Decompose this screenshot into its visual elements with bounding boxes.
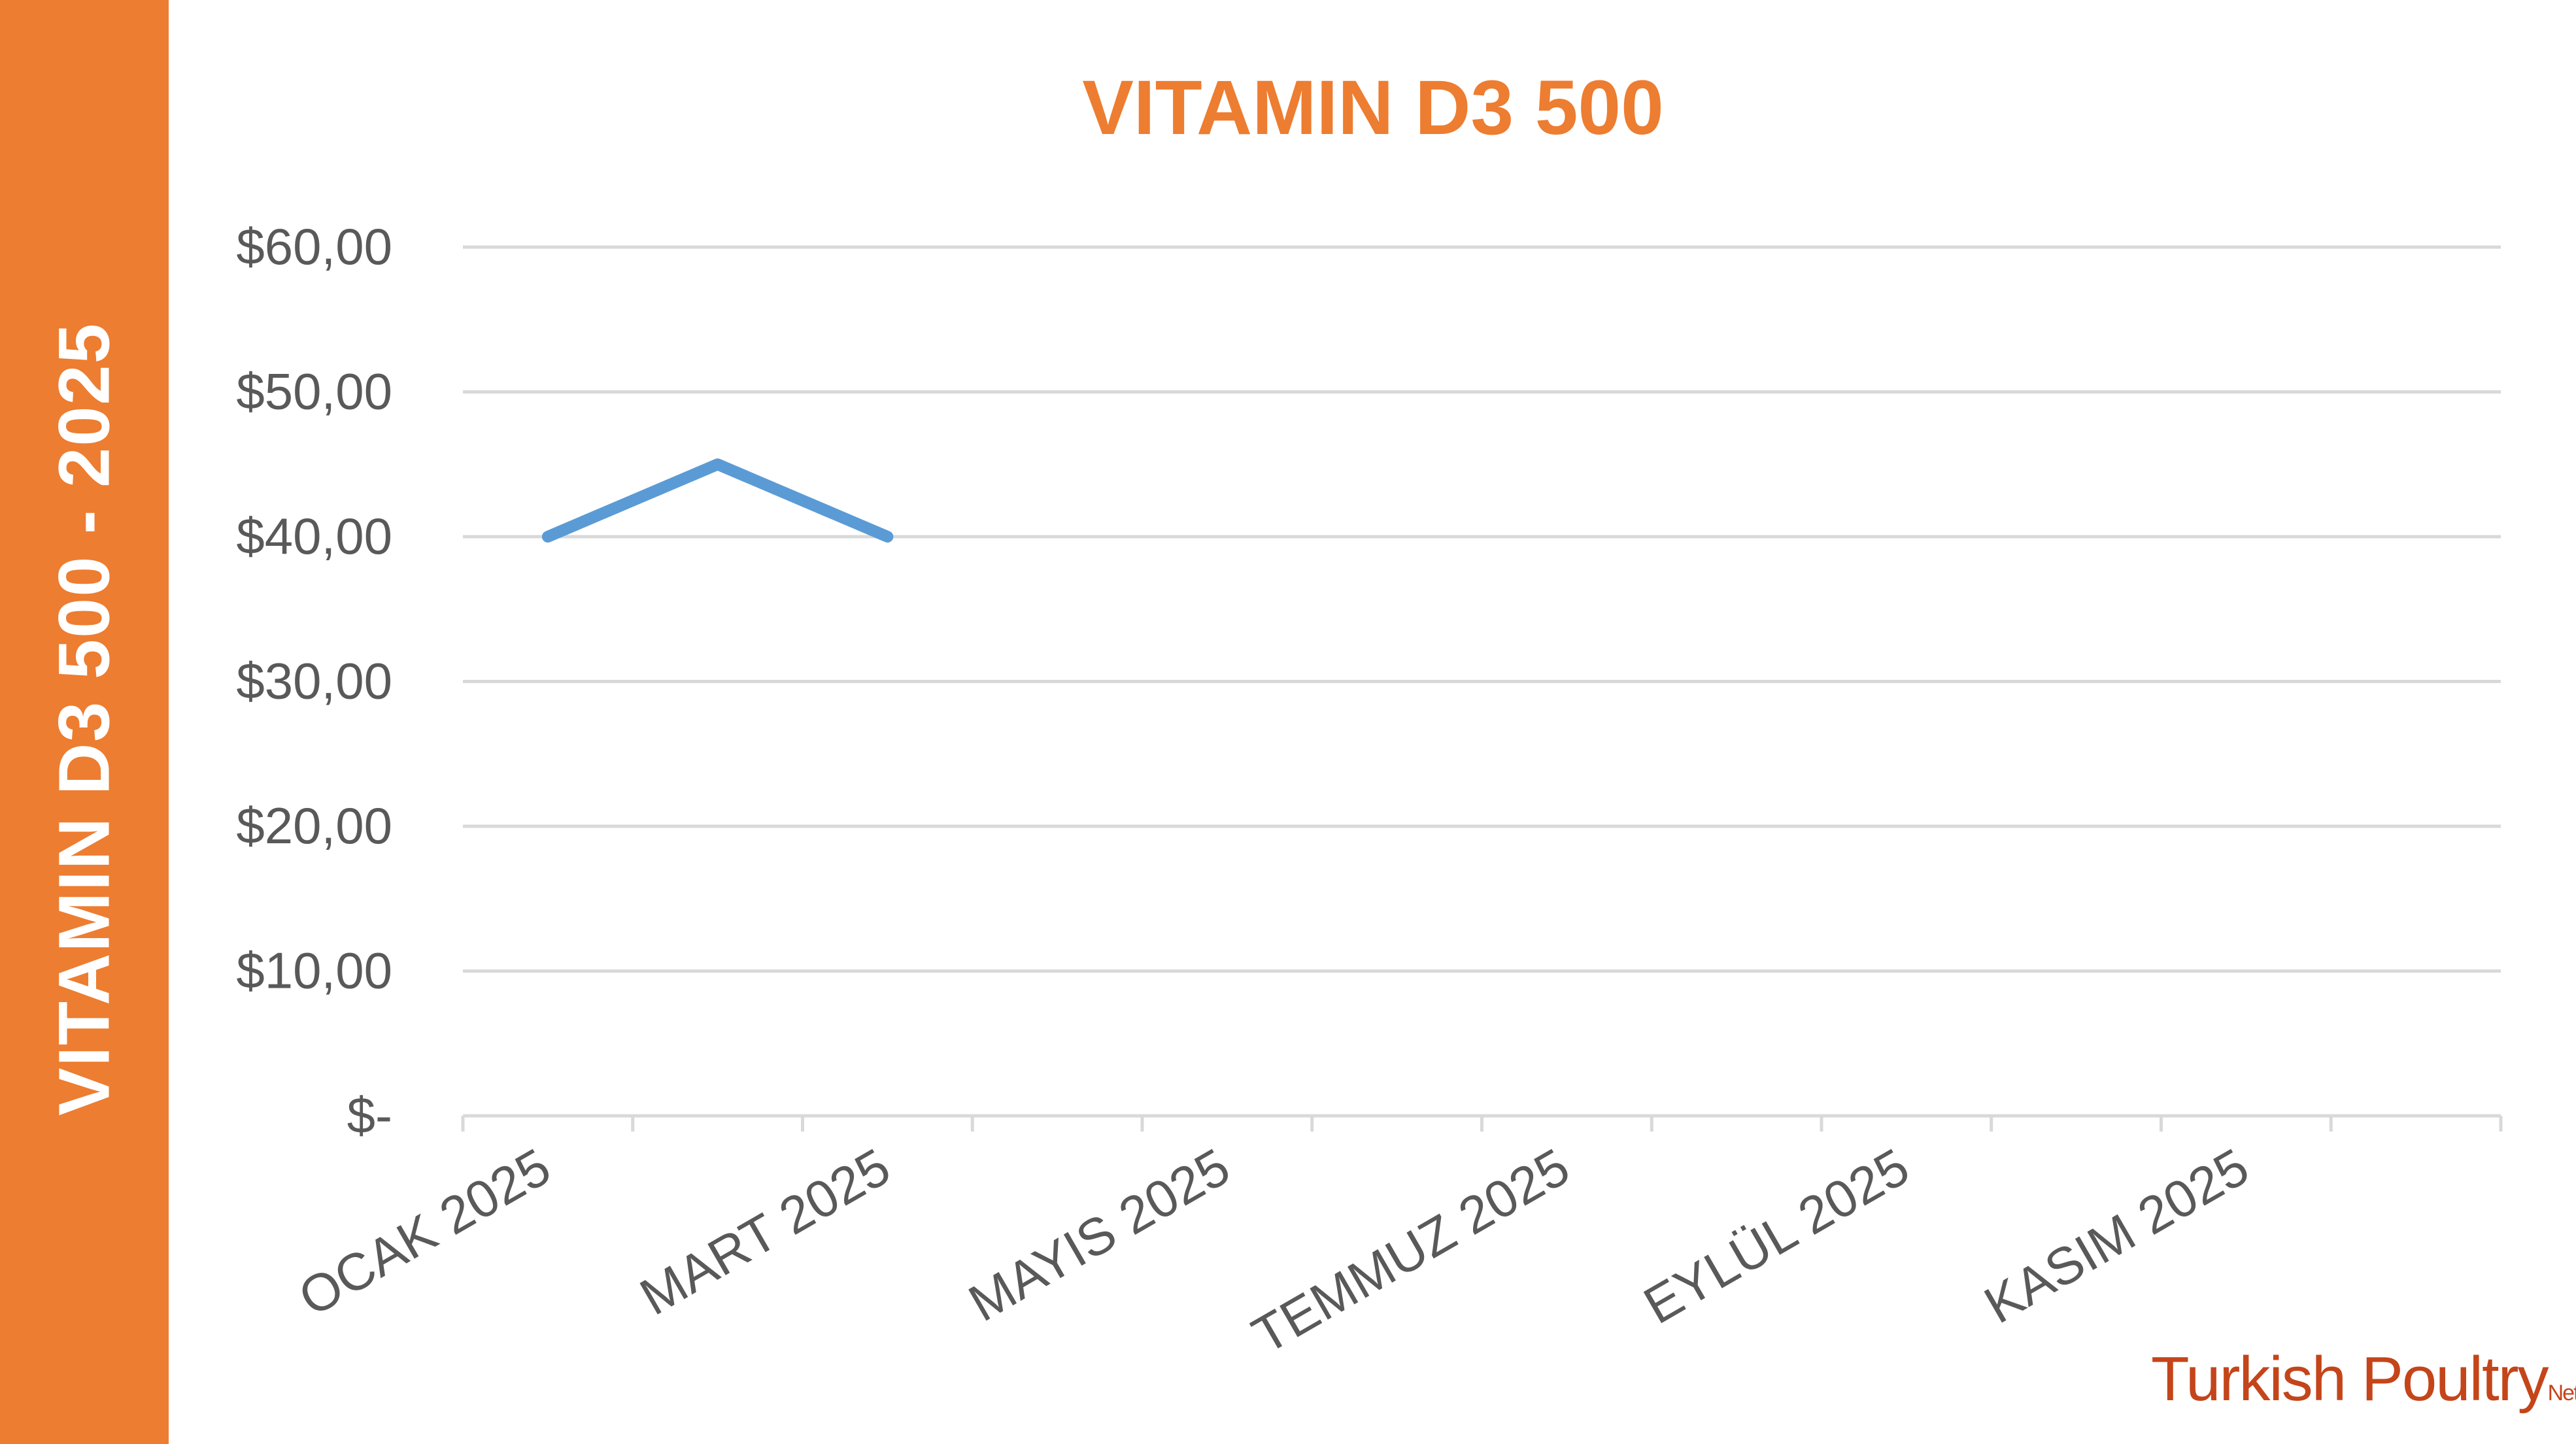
data-point (887, 536, 888, 537)
y-tick-label: $50,00 (236, 363, 392, 420)
y-tick-label: $40,00 (236, 507, 392, 565)
data-point (717, 463, 719, 465)
series-layer (541, 458, 894, 543)
x-tick-label: KASIM 2025 (1974, 1137, 2258, 1335)
turkish-poultry-logo: Turkish PoultryNet (2151, 1343, 2576, 1415)
x-axis (461, 1114, 2503, 1132)
series-line (541, 458, 894, 543)
y-tick-label: $30,00 (236, 652, 392, 710)
x-tick-label: OCAK 2025 (289, 1137, 560, 1328)
y-tick-label: $- (347, 1086, 392, 1144)
side-banner: VITAMIN D3 500 - 2025 (0, 0, 169, 1444)
data-point (547, 536, 549, 537)
chart-title: VITAMIN D3 500 (1082, 65, 1664, 151)
y-tick-label: $10,00 (236, 942, 392, 999)
y-tick-label: $20,00 (236, 797, 392, 854)
logo-suffix: Net (2547, 1381, 2576, 1405)
x-tick-label: TEMMUZ 2025 (1243, 1137, 1579, 1365)
x-tick-label: MAYIS 2025 (959, 1137, 1239, 1333)
x-axis-labels: OCAK 2025 MART 2025 MAYIS 2025 TEMMUZ 2025 E… (289, 1137, 2258, 1365)
logo-text: Turkish Poultry (2151, 1344, 2549, 1414)
y-tick-label: $60,00 (236, 218, 392, 275)
x-tick-label: MART 2025 (630, 1137, 900, 1326)
y-axis: $- $10,00 $20,00 $30,00 $40,00 $50,00 $60,00 (236, 218, 392, 1144)
x-tick-label: EYLÜL 2025 (1635, 1137, 1919, 1335)
gridlines (463, 245, 2501, 973)
